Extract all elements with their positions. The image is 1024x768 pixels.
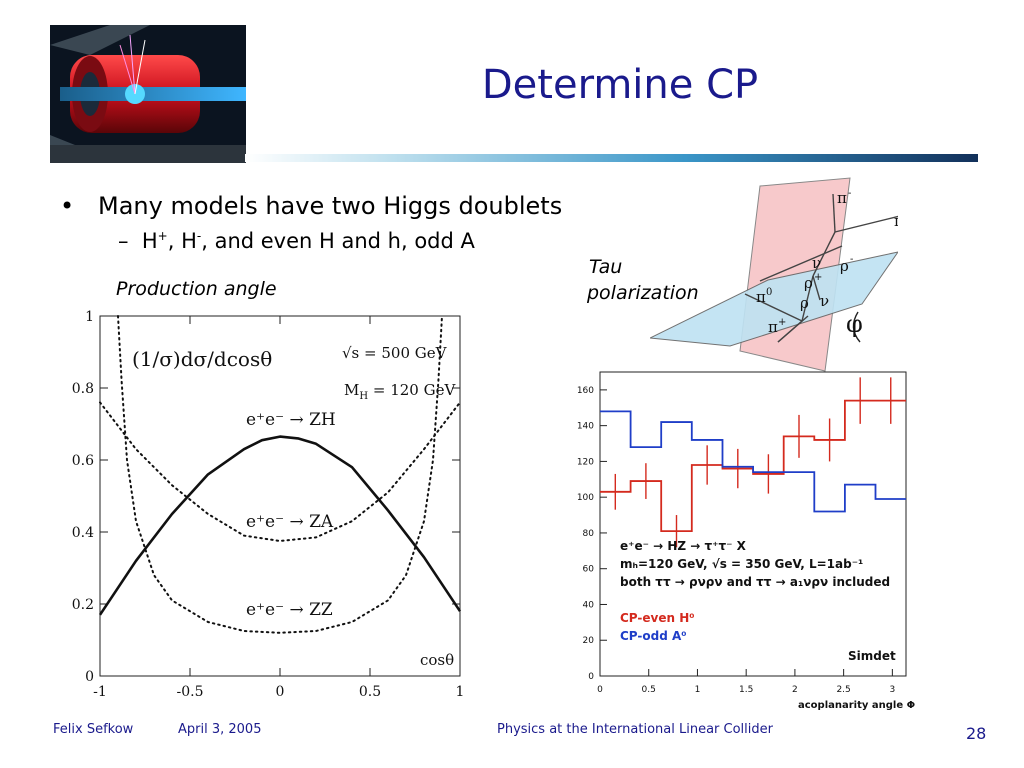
blue-plane [650,251,898,347]
x-tick-label: 0.5 [359,684,381,700]
label-pi-plus: π [768,318,778,336]
bullet-text: Many models have two Higgs doublets [98,192,563,220]
y-tick-label-2: 80 [583,529,595,539]
legend-cp-even: CP-even H⁰ [620,611,695,625]
detector-image [50,25,246,163]
y-tick-label-2: 60 [583,565,595,575]
label-pi-minus-sign: - [848,188,851,199]
y-tick-label-2: 40 [583,600,595,610]
title-rule [245,154,978,162]
label-pi-minus: π [837,189,847,207]
x-tick-label-2: 2.5 [836,685,850,695]
y-tick-label: 0.6 [72,453,94,469]
x-tick-label-2: 1 [695,685,701,695]
footer-author: Felix Sefkow [53,722,134,737]
histogram-cp-odd [600,410,906,513]
sub-bullet-line: – H+, H-, and even H and h, odd A [118,229,475,253]
plot-frame [99,315,461,677]
label-rho-minus-sign: - [850,254,853,265]
x-tick-label-2: 1.5 [739,685,753,695]
production-angle-label: Production angle [116,278,277,300]
label-rho-plus-sign: + [814,272,822,283]
series-line-0 [98,435,462,616]
y-tick-label-2: 140 [577,422,594,432]
acoplanarity-chart: 0 0.5 1 1.5 2 2.5 3 0 20 40 60 80 100 120 140 160 e⁺e⁻ … [577,371,915,711]
y-tick-label-2: 100 [577,493,594,503]
tau-label-2: polarization [587,282,699,304]
footer-date: April 3, 2005 [178,722,262,737]
footer: Felix Sefkow April 3, 2005 Physics at th… [0,722,1024,746]
process-text-2: mₕ=120 GeV, √s = 350 GeV, L=1ab⁻¹ [620,557,863,571]
footer-page-number: 28 [966,724,987,743]
sub-bullet-dash: – [118,229,129,253]
slide-title: Determine CP [481,62,759,108]
label-pi-plus-sign: + [778,317,786,328]
label-phi: φ [846,310,863,338]
y-formula: (1/σ)dσ/dcosθ [132,347,272,371]
y-tick-label: 0.4 [72,525,94,541]
tau-label-1: Tau [589,256,623,278]
sub-text-h: H [141,229,158,253]
y-tick-label-2: 0 [588,672,594,682]
y-tick-label-2: 20 [583,636,595,646]
x-tick-label: 1 [456,684,465,700]
label-zh: e⁺e⁻ → ZH [246,410,336,430]
y-tick-label: 0.8 [72,381,94,397]
x-tick-label-2: 0.5 [642,685,656,695]
label-pi0-left-sup: 0 [766,287,772,298]
x-tick-label: 0 [276,684,285,700]
footer-talk: Physics at the International Linear Coll… [497,722,773,737]
simdet-label: Simdet [848,649,896,663]
sub-text-plus: + [157,229,168,243]
label-nu-top: ν [812,254,821,272]
sub-text-h2: , H [167,229,197,253]
y-tick-label: 1 [85,309,94,325]
label-nu-mid: ν [820,292,829,310]
x-axis-title-2: acoplanarity angle Φ [798,700,915,711]
label-rho-minus: ρ [840,257,849,275]
x-tick-label: -0.5 [177,684,204,700]
label-za: e⁺e⁻ → ZA [246,512,334,532]
label-pi0-top: π [894,212,898,230]
decay-planes-diagram: π - π 0 ν ρ + ρ - π 0 ρ ν π + φ [650,177,898,372]
legend-cp-odd: CP-odd A⁰ [620,629,687,643]
y-tick-label-2: 120 [577,457,594,467]
x-axis-title: cosθ [420,651,454,669]
x-tick-label: -1 [93,684,107,700]
label-zz: e⁺e⁻ → ZZ [246,600,333,620]
y-tick-label: 0.2 [72,597,94,613]
production-angle-chart: -1 -0.5 0 0.5 100.20.40.60.81 (1/σ)dσ/dcosθ … [72,309,465,700]
plot-frame-2 [599,371,907,677]
sub-text-minus: - [196,229,202,243]
x-tick-label-2: 2 [792,685,798,695]
bullet-line: • Many models have two Higgs doublets [60,192,562,220]
process-text-3: both ττ → ρνρν and ττ → a₁νρν included [620,575,890,589]
annot-sqrt-s: √s = 500 GeV [342,344,448,362]
label-rho-mid: ρ [800,294,809,312]
x-tick-label-2: 3 [889,685,895,695]
label-pi0-left: π [756,288,766,306]
series-line-2 [117,315,443,634]
annot-mass: MH = 120 GeV [344,381,456,402]
process-text-1: e⁺e⁻ → HZ → τ⁺τ⁻ X [620,539,747,553]
bullet-marker: • [60,192,75,220]
y-tick-label: 0 [85,669,94,685]
label-rho-plus: ρ [804,274,813,292]
y-tick-label-2: 160 [577,386,594,396]
sub-text-rest: , and even H and h, odd A [201,229,475,253]
series-line-1 [99,401,461,542]
x-tick-label-2: 0 [597,685,603,695]
